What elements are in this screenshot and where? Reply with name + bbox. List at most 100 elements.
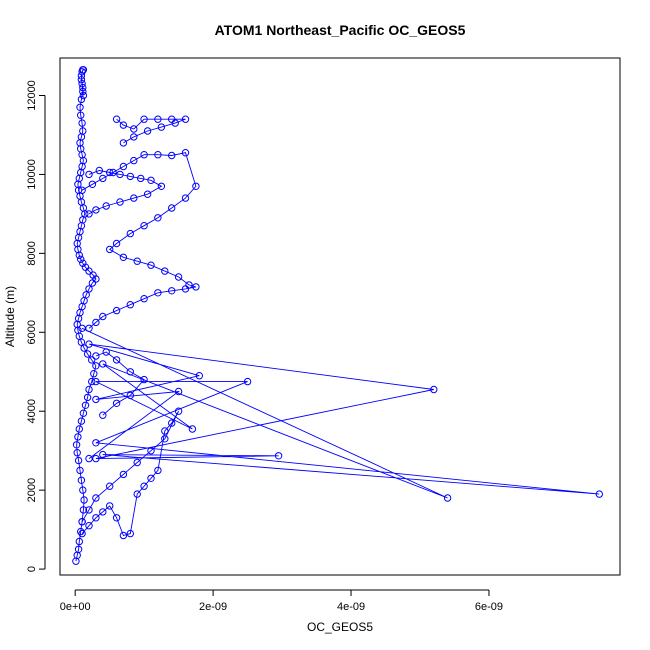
- data-point: [243, 377, 252, 386]
- data-point: [102, 348, 110, 356]
- data-point: [112, 306, 121, 315]
- data-point: [140, 222, 148, 230]
- data-point: [77, 76, 86, 84]
- series-2: [112, 115, 190, 147]
- data-point: [106, 245, 114, 254]
- data-point: [133, 257, 141, 265]
- data-point: [112, 514, 121, 522]
- data-point: [80, 344, 88, 352]
- series-line: [116, 118, 186, 144]
- data-point: [106, 482, 114, 490]
- y-axis-label: Altitude (m): [3, 286, 17, 347]
- data-point: [161, 435, 169, 443]
- data-point: [78, 68, 86, 76]
- data-point: [92, 352, 100, 360]
- y-tick-label: 6000: [26, 320, 38, 344]
- data-point: [81, 401, 90, 409]
- data-point: [161, 427, 169, 435]
- data-point: [140, 151, 148, 159]
- chart-title: ATOM1 Northeast_Pacific OC_GEOS5: [215, 22, 466, 38]
- data-point: [157, 182, 166, 191]
- y-tick-label: 0: [26, 566, 38, 572]
- data-point: [74, 433, 82, 441]
- data-point: [77, 95, 86, 104]
- series-layer: [72, 66, 603, 565]
- data-point: [140, 115, 148, 123]
- data-point: [195, 372, 204, 380]
- data-point: [82, 291, 90, 299]
- data-point: [85, 506, 93, 514]
- data-point: [112, 239, 121, 248]
- data-point: [174, 407, 183, 415]
- data-point: [126, 172, 135, 181]
- data-point: [75, 537, 84, 546]
- x-axis-label: OC_GEOS5: [307, 620, 373, 634]
- series-5: [85, 166, 166, 218]
- data-point: [74, 456, 83, 465]
- data-point: [154, 151, 162, 159]
- data-point: [77, 417, 86, 425]
- series-6: [92, 348, 148, 419]
- data-point: [147, 176, 155, 185]
- data-point: [77, 255, 85, 263]
- data-point: [79, 409, 88, 417]
- data-point: [133, 458, 141, 467]
- data-point: [92, 439, 100, 447]
- data-point: [73, 449, 81, 457]
- series-line: [95, 351, 145, 416]
- data-point: [78, 529, 86, 538]
- series-1: [78, 149, 200, 332]
- y-tick-label: 10000: [26, 159, 38, 190]
- data-point: [119, 162, 128, 171]
- series-line: [81, 152, 197, 329]
- data-point: [133, 490, 141, 498]
- data-point: [85, 340, 93, 348]
- data-point: [430, 385, 438, 394]
- data-point: [595, 490, 603, 498]
- data-point: [168, 151, 176, 160]
- data-point: [79, 127, 87, 135]
- data-point: [168, 419, 176, 427]
- data-point: [77, 111, 85, 119]
- data-point: [92, 454, 100, 463]
- series-line: [88, 170, 163, 215]
- data-point: [157, 123, 166, 131]
- data-point: [147, 261, 155, 269]
- data-point: [154, 214, 162, 222]
- y-axis: 0 2000 4000 6000 8000 10000 12000: [26, 80, 46, 572]
- data-point: [88, 180, 97, 189]
- data-point: [92, 395, 100, 404]
- data-point: [174, 387, 183, 396]
- data-point: [85, 385, 93, 394]
- data-point: [89, 271, 97, 279]
- data-point: [143, 127, 152, 135]
- series-4: [78, 407, 183, 540]
- data-point: [140, 375, 148, 384]
- data-point: [130, 125, 138, 133]
- data-point: [102, 202, 110, 210]
- y-tick-label: 2000: [26, 478, 38, 502]
- data-point: [78, 518, 86, 526]
- data-point: [171, 119, 179, 127]
- data-point: [99, 450, 107, 459]
- data-point: [161, 267, 169, 275]
- data-point: [72, 441, 81, 449]
- data-point: [116, 198, 124, 206]
- x-tick-label: 4e-09: [337, 601, 365, 613]
- data-point: [126, 529, 135, 538]
- data-point: [126, 368, 135, 376]
- data-point: [92, 206, 100, 214]
- data-point: [112, 356, 121, 364]
- data-point: [147, 447, 155, 455]
- data-point: [99, 174, 107, 183]
- data-point: [168, 287, 176, 295]
- data-point: [154, 289, 162, 297]
- data-point: [79, 87, 87, 96]
- data-point: [95, 166, 104, 175]
- data-point: [130, 156, 138, 165]
- data-point: [88, 356, 96, 364]
- data-point: [168, 204, 176, 212]
